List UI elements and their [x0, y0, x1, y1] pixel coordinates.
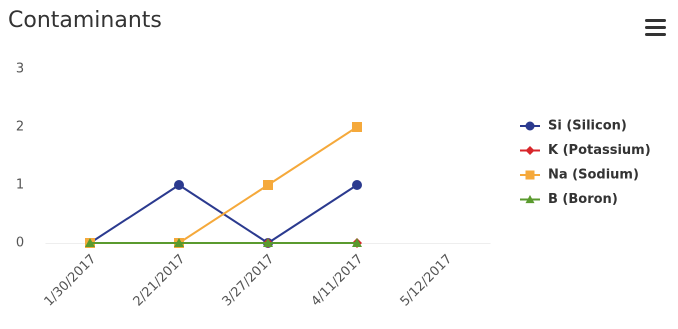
menu-bar[interactable]: [645, 33, 666, 36]
y-tick-label: 2: [16, 120, 24, 135]
marker: [174, 238, 184, 247]
x-tick-label: 3/27/2017: [220, 252, 278, 310]
legend-label: B (Boron): [548, 192, 618, 207]
series-line: [90, 126, 358, 244]
legend-item[interactable]: K (Potassium): [520, 143, 651, 158]
marker: [352, 238, 362, 247]
legend-label: Si (Silicon): [548, 119, 627, 134]
x-tick-label: 1/30/2017: [42, 252, 100, 310]
chart-title: Contaminants: [8, 8, 162, 33]
y-tick-label: 0: [16, 236, 24, 251]
marker: [174, 180, 184, 190]
marker: [263, 180, 273, 190]
legend-marker: [525, 121, 535, 131]
y-tick-label: 1: [16, 178, 24, 193]
legend-item[interactable]: B (Boron): [520, 192, 618, 207]
legend-marker: [525, 146, 535, 155]
legend-label: K (Potassium): [548, 143, 651, 158]
x-tick-label: 5/12/2017: [398, 252, 456, 310]
marker: [352, 180, 362, 190]
y-tick-label: 3: [16, 62, 24, 77]
menu-bar[interactable]: [645, 26, 666, 29]
marker: [263, 238, 273, 247]
x-tick-label: 4/11/2017: [309, 252, 367, 310]
legend-label: Na (Sodium): [548, 168, 639, 183]
x-tick-label: 2/21/2017: [131, 252, 189, 310]
legend-marker: [525, 170, 535, 180]
legend-item[interactable]: Na (Sodium): [520, 168, 639, 183]
legend-item[interactable]: Si (Silicon): [520, 119, 627, 134]
marker: [352, 122, 362, 132]
marker: [85, 238, 95, 247]
legend-marker: [525, 195, 535, 204]
menu-icon[interactable]: [645, 19, 666, 36]
menu-bar[interactable]: [645, 19, 666, 22]
